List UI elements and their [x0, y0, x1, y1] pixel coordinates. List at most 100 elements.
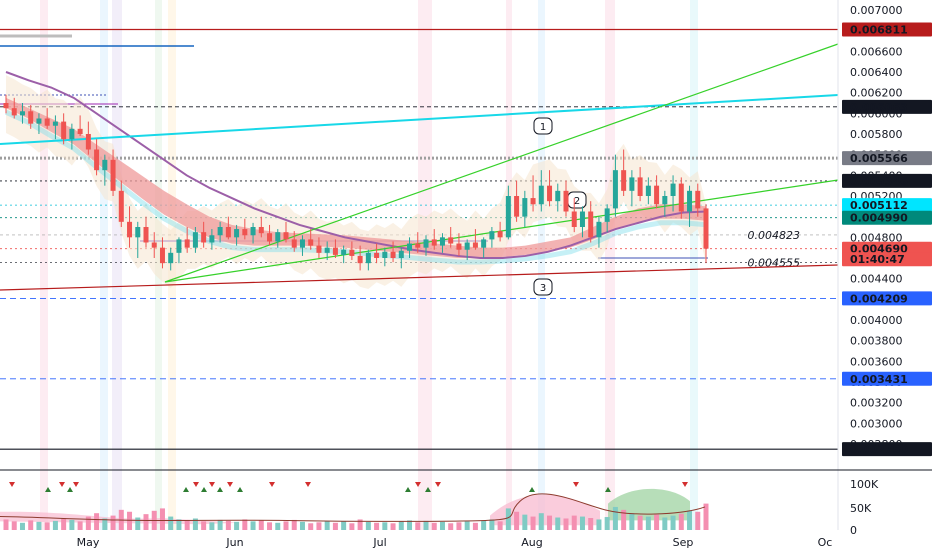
callout-label: 3 [540, 283, 546, 294]
volume-bar [464, 521, 470, 530]
candle-body [563, 190, 569, 212]
volume-bar [127, 511, 133, 530]
trendline-green-steep[interactable] [164, 43, 839, 283]
trendline-cyan[interactable] [0, 94, 839, 145]
price-tag-bg [842, 291, 932, 306]
signal-marker [45, 487, 51, 492]
candle-body [604, 208, 610, 222]
y-tick-label: 0.006600 [850, 45, 903, 58]
candle-body [151, 242, 157, 248]
volume-bar [538, 513, 544, 530]
session-highlight [605, 0, 615, 530]
candle-body [670, 183, 676, 196]
candle-body [456, 243, 462, 250]
price-tag-label: 0.006811 [850, 24, 908, 37]
callout-marker[interactable]: 1 [533, 117, 553, 135]
price-tag-label: 0.004209 [850, 292, 908, 305]
volume-tick-label: 100K [850, 478, 879, 491]
volume-ma-line [0, 493, 706, 522]
candle-body [201, 232, 207, 243]
candle-body [662, 196, 668, 205]
candle-body [448, 237, 454, 244]
volume-bar [283, 521, 289, 530]
signal-marker [605, 487, 611, 492]
price-tag[interactable]: 0.004209 [842, 291, 932, 306]
trendline-green-shallow[interactable] [164, 179, 839, 283]
volume-bar [324, 520, 330, 530]
volume-bar [555, 517, 561, 530]
y-tick-label: 0.003200 [850, 397, 903, 410]
candle-body [514, 196, 520, 217]
candle-body [645, 185, 651, 196]
callout-marker[interactable]: 3 [533, 278, 553, 296]
candle-body [497, 231, 503, 238]
price-tag[interactable]: 01:40:47 [842, 252, 932, 267]
candle-body [258, 227, 264, 234]
volume-bar [398, 521, 404, 530]
price-tag-label: 0.005566 [850, 152, 908, 165]
price-tag-bg [842, 442, 932, 457]
price-tag-label: 0.004990 [850, 212, 908, 225]
price-tag[interactable]: 0.005566 [842, 151, 932, 166]
candle-body [596, 221, 602, 238]
volume-bar [267, 522, 273, 530]
volume-bar [703, 503, 709, 530]
volume-bar [94, 513, 100, 530]
price-tag[interactable]: 0.002750 [842, 442, 932, 457]
volume-bar [678, 513, 684, 530]
candle-body [637, 177, 643, 196]
price-axis[interactable]: 0.0070000.0068000.0066000.0064000.006200… [0, 0, 932, 530]
volume-bar [308, 523, 314, 530]
volume-bar [110, 515, 116, 530]
envelope-band [6, 75, 706, 289]
volume-bar [143, 514, 149, 530]
candle-body [94, 149, 100, 171]
y-tick-label: 0.005800 [850, 128, 903, 141]
volume-bar [184, 520, 190, 530]
y-tick-label: 0.004000 [850, 314, 903, 327]
signal-marker [227, 482, 233, 487]
candle-body [365, 252, 371, 264]
price-tag[interactable]: 0.005112 [842, 198, 932, 213]
volume-bar [472, 522, 478, 530]
time-axis[interactable]: May Jun Jul Aug Sep Oc [77, 536, 833, 549]
candle-body [374, 252, 380, 258]
signal-marker [237, 487, 243, 492]
volume-bar [135, 517, 141, 530]
candle-body [19, 111, 25, 116]
candle-body [522, 198, 528, 217]
y-tick-label: 0.006400 [850, 66, 903, 79]
price-tag[interactable]: 0.005346 [842, 173, 932, 188]
volume-bar [61, 518, 67, 530]
price-tag-bg [842, 22, 932, 37]
trendline-red-support[interactable] [0, 264, 839, 291]
volume-bar [291, 519, 297, 530]
signal-marker [435, 482, 441, 487]
price-tag[interactable]: 0.006063 [842, 99, 932, 114]
candle-body [489, 231, 495, 240]
price-tag[interactable]: 0.004990 [842, 210, 932, 225]
trendline-layer[interactable]: 1 2 3 [0, 43, 839, 296]
volume-bar [695, 511, 701, 530]
volume-bar [28, 520, 34, 530]
price-tag[interactable]: 0.003431 [842, 371, 932, 386]
signal-marker [425, 487, 431, 492]
volume-bar [382, 522, 388, 530]
y-tick-label: 0.003600 [850, 355, 903, 368]
y-tick-label: 0.003800 [850, 335, 903, 348]
callout-marker[interactable]: 2 [567, 191, 587, 209]
price-tag[interactable]: 0.006811 [842, 22, 932, 37]
candle-body [612, 170, 618, 209]
volume-bar [349, 523, 355, 530]
price-tag-bg [842, 99, 932, 114]
candle-body [36, 118, 42, 124]
price-tag-bg [842, 198, 932, 213]
volume-bar [522, 514, 528, 530]
session-highlight [506, 0, 512, 530]
signal-marker [305, 482, 311, 487]
price-tag-bg [842, 371, 932, 386]
price-tag-label: 0.002750 [850, 443, 908, 456]
volume-bar [579, 516, 585, 530]
candle-body [464, 242, 470, 250]
